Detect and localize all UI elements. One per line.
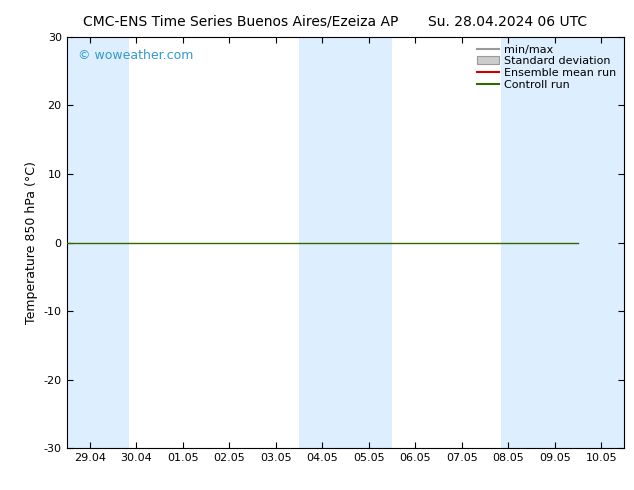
Bar bbox=[67, 37, 129, 448]
Bar bbox=[501, 37, 624, 448]
Text: CMC-ENS Time Series Buenos Aires/Ezeiza AP: CMC-ENS Time Series Buenos Aires/Ezeiza … bbox=[83, 15, 399, 29]
Y-axis label: Temperature 850 hPa (°C): Temperature 850 hPa (°C) bbox=[25, 161, 38, 324]
Text: Su. 28.04.2024 06 UTC: Su. 28.04.2024 06 UTC bbox=[428, 15, 586, 29]
Text: © woweather.com: © woweather.com bbox=[78, 49, 193, 62]
Legend: min/max, Standard deviation, Ensemble mean run, Controll run: min/max, Standard deviation, Ensemble me… bbox=[474, 42, 619, 92]
Bar bbox=[299, 37, 392, 448]
